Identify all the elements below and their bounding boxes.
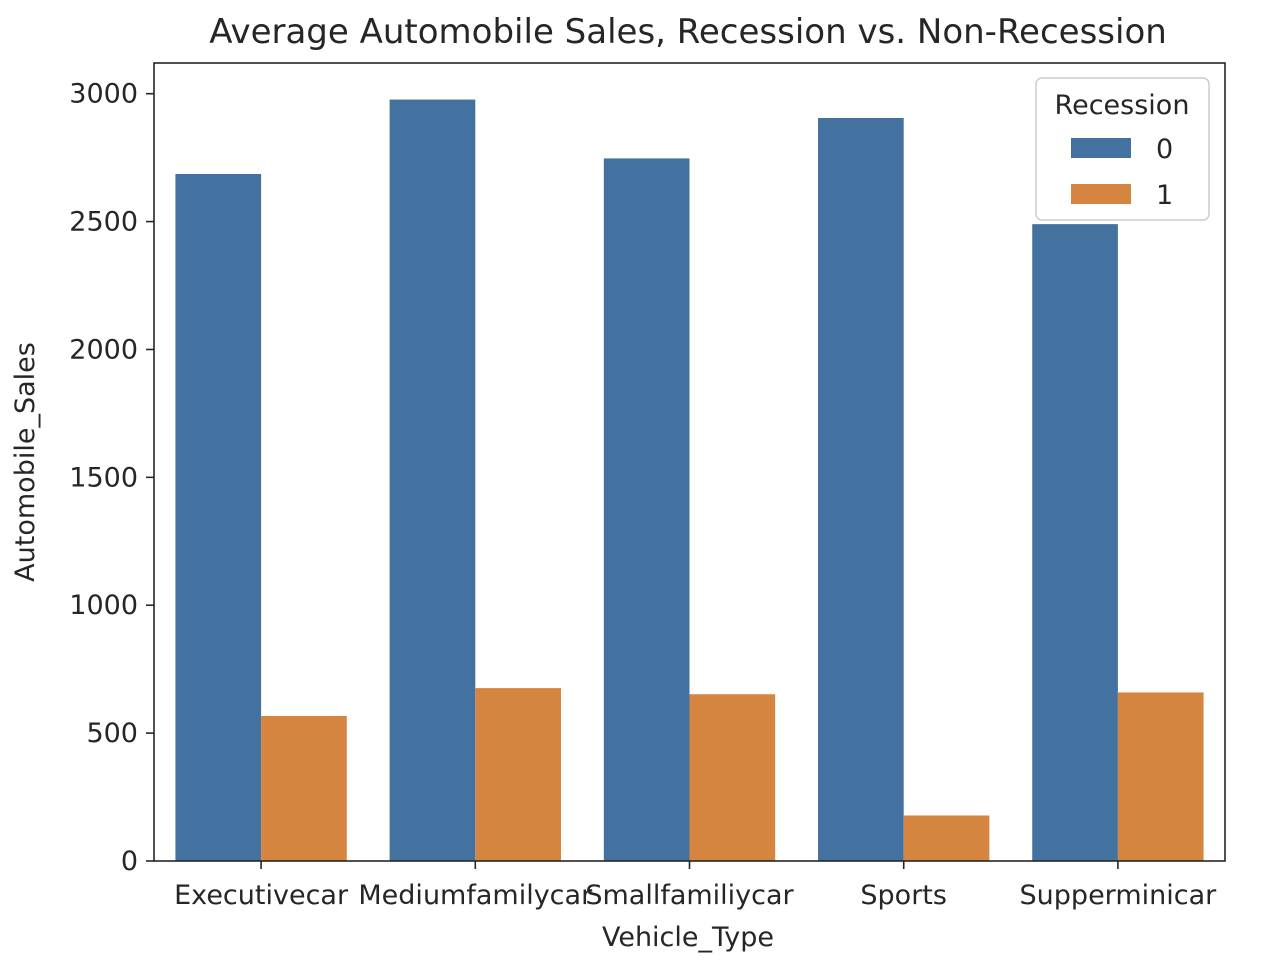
legend-swatch-0 <box>1071 138 1131 158</box>
legend-label-1: 1 <box>1156 180 1173 211</box>
legend: Recession 0 1 <box>1035 77 1210 221</box>
y-tick-label: 1000 <box>69 590 138 621</box>
x-tick-label: Mediumfamilycar <box>358 880 593 911</box>
legend-title: Recession <box>1055 90 1190 121</box>
plot-frame <box>153 62 1226 862</box>
bar-sports-recession-1 <box>903 815 990 861</box>
x-axis-label: Vehicle_Type <box>602 922 774 953</box>
y-tick-label: 0 <box>121 846 138 877</box>
bar-sports-recession-0 <box>818 117 904 862</box>
y-tick-label: 500 <box>86 718 138 749</box>
y-axis-label: Automobile_Sales <box>10 342 41 582</box>
bar-supperminicar-recession-0 <box>1032 224 1118 861</box>
y-axis: 0 500 1000 1500 2000 2500 3000 <box>69 79 154 877</box>
x-tick-label: Executivecar <box>174 880 349 911</box>
bar-executivecar-recession-0 <box>175 174 262 861</box>
x-tick-label: Sports <box>860 880 947 911</box>
y-tick-label: 1500 <box>69 462 138 493</box>
legend-swatch-1 <box>1071 184 1131 204</box>
x-tick-label: Supperminicar <box>1020 880 1218 911</box>
bar-smallfamiliycar-recession-0 <box>603 158 690 861</box>
bars <box>175 99 1204 862</box>
chart-title: Average Automobile Sales, Recession vs. … <box>209 12 1167 52</box>
y-tick-label: 2500 <box>69 207 138 238</box>
bar-supperminicar-recession-1 <box>1117 692 1204 861</box>
x-tick-label: Smallfamiliycar <box>585 880 794 911</box>
x-axis: Executivecar MediumfamilycarSmallfamiliyc… <box>174 861 1217 911</box>
bar-mediumfamilycar-recession-1 <box>475 688 561 861</box>
y-tick-label: 3000 <box>69 79 138 110</box>
legend-label-0: 0 <box>1156 134 1173 165</box>
bar-smallfamiliycar-recession-1 <box>689 694 776 861</box>
y-tick-label: 2000 <box>69 334 138 365</box>
bar-mediumfamilycar-recession-0 <box>389 99 476 861</box>
bar-executivecar-recession-1 <box>261 715 347 861</box>
